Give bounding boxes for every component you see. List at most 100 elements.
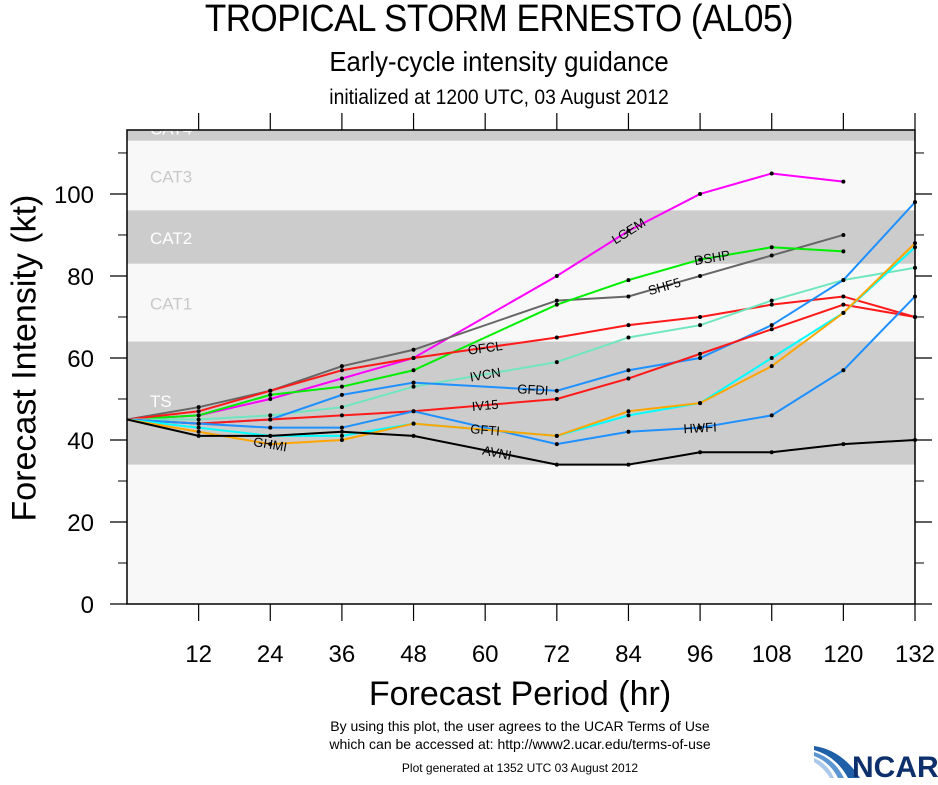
point-ivcn [626, 335, 631, 340]
chart-subtitle: Early-cycle intensity guidance [329, 46, 669, 77]
point-shf5 [769, 253, 774, 258]
point-lgem [626, 228, 631, 233]
band-label-cat3: CAT3 [150, 168, 192, 187]
point-ghmi [268, 442, 273, 447]
point-ofcl [268, 388, 273, 393]
point-lgem [841, 179, 846, 184]
point-hwfi [196, 421, 201, 426]
point-ivcn [769, 298, 774, 303]
x-tick-label: 132 [895, 641, 935, 668]
point-hwfi [841, 368, 846, 373]
point-shf5 [411, 347, 416, 352]
point-avni [554, 462, 559, 467]
point-shf5 [554, 298, 559, 303]
ncar-logo: NCAR [812, 742, 938, 784]
point-dshp [411, 368, 416, 373]
point-ofcl [769, 302, 774, 307]
point-shf5 [339, 364, 344, 369]
series-label-avni: AVNI [481, 443, 513, 463]
point-gfdi [769, 323, 774, 328]
generated-time: Plot generated at 1352 UTC 03 August 201… [401, 761, 639, 775]
point-ivcn [411, 384, 416, 389]
x-tick-label: 60 [472, 641, 499, 668]
point-avni [698, 450, 703, 455]
point-dshp [554, 302, 559, 307]
point-lgem [769, 171, 774, 176]
series-label-gfti: GFTI [470, 421, 501, 438]
point-iv15 [626, 376, 631, 381]
point-avni [841, 442, 846, 447]
point-gfti [626, 413, 631, 418]
point-avni [339, 429, 344, 434]
point-shf5 [841, 232, 846, 237]
point-iv15 [339, 413, 344, 418]
band-label-cat2: CAT2 [150, 229, 192, 248]
point-ofcl [339, 368, 344, 373]
plot-frame [126, 129, 916, 605]
point-dshp [626, 278, 631, 283]
y-tick-label: 0 [81, 592, 94, 619]
chart-title: TROPICAL STORM ERNESTO (AL05) [204, 0, 794, 40]
point-ofcl [626, 323, 631, 328]
point-hwfi [554, 442, 559, 447]
point-avni [769, 450, 774, 455]
series-line-shf5 [126, 234, 844, 421]
point-iv15 [554, 396, 559, 401]
point-gfti [196, 425, 201, 430]
point-iv15 [841, 302, 846, 307]
series-label-hwfi: HWFI [683, 419, 717, 436]
point-hwfi [411, 409, 416, 414]
series-line-dshp [126, 246, 844, 421]
ncar-logo-text: NCAR [852, 751, 938, 780]
point-gfti [769, 355, 774, 360]
point-dshp [268, 392, 273, 397]
x-tick-label: 84 [615, 641, 642, 668]
point-avni [196, 433, 201, 438]
series-label-ghmi: GHMI [252, 434, 288, 455]
point-hwfi [698, 425, 703, 430]
point-dshp [698, 257, 703, 262]
y-tick-label: 20 [67, 510, 94, 537]
point-gfdi [411, 380, 416, 385]
y-tick-label: 40 [67, 428, 94, 455]
point-ghmi [626, 409, 631, 414]
band-label-cat1: CAT1 [150, 295, 192, 314]
point-iv15 [268, 417, 273, 422]
band-label-ts: TS [150, 392, 172, 411]
axis-ticks: 12 24 36 48 60 72 84 96 108 120 132 0 20 40 60 80 100 [54, 113, 935, 668]
point-iv15 [698, 351, 703, 356]
band-label-cat4: CAT4 [150, 120, 192, 139]
series-label-iv15: IV15 [471, 397, 499, 414]
band-cat2 [127, 210, 915, 264]
point-gfdi [339, 392, 344, 397]
point-shf5 [196, 405, 201, 410]
x-tick-label: 96 [687, 641, 714, 668]
y-axis-label: Forecast Intensity (kt) [5, 194, 44, 522]
y-tick-label: 100 [54, 182, 94, 209]
point-ghmi [411, 421, 416, 426]
series-label-ivcn: IVCN [469, 365, 502, 385]
point-gfdi [626, 368, 631, 373]
point-ivcn [268, 413, 273, 418]
point-dshp [196, 413, 201, 418]
point-shf5 [626, 294, 631, 299]
point-lgem [268, 396, 273, 401]
point-gfti [339, 433, 344, 438]
x-tick-label: 24 [257, 641, 284, 668]
point-hwfi [626, 429, 631, 434]
point-ofcl [698, 314, 703, 319]
band-cat4 [127, 130, 915, 141]
x-tick-label: 72 [543, 641, 570, 668]
init-time: initialized at 1200 UTC, 03 August 2012 [329, 86, 669, 109]
x-tick-label: 12 [185, 641, 212, 668]
point-dshp [769, 245, 774, 250]
point-hwfi [339, 425, 344, 430]
series-points [196, 171, 917, 467]
point-ivcn [554, 360, 559, 365]
point-avni [626, 462, 631, 467]
point-avni [268, 433, 273, 438]
y-tick-label: 80 [67, 264, 94, 291]
point-ivcn [196, 417, 201, 422]
x-axis-label: Forecast Period (hr) [368, 675, 672, 713]
